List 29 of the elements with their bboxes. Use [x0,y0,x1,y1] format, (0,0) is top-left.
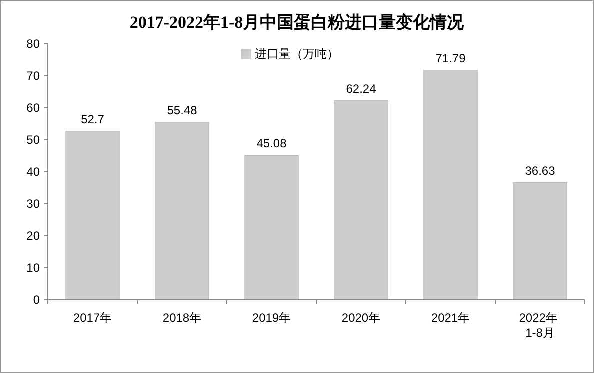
y-tick-label: 20 [26,229,40,243]
y-tick-label: 50 [26,133,40,147]
y-tick-label: 70 [26,69,40,83]
chart-title: 2017-2022年1-8月中国蛋白粉进口量变化情况 [130,13,466,32]
data-label: 62.24 [346,82,377,96]
y-tick-label: 30 [26,197,40,211]
x-tick-label: 2022年 1-8月 [519,311,562,340]
data-label: 45.08 [256,136,288,151]
data-label: 36.63 [525,164,556,178]
bar [244,155,299,300]
bar [424,70,478,300]
data-label: 55.48 [167,103,198,118]
bar [334,100,388,300]
y-tick-label: 0 [33,293,40,307]
x-tick-label: 2018年 [162,311,202,325]
legend: 进口量（万吨） [241,47,339,61]
bar [513,182,568,300]
bar [66,131,120,300]
x-tick-label: 2019年 [252,311,292,325]
x-tick-label: 2021年 [431,311,470,325]
bar [155,122,210,300]
y-tick-label: 60 [26,101,40,115]
x-tick-label: 2017年 [73,311,112,325]
y-tick-label: 80 [26,37,40,51]
data-label: 71.79 [436,51,466,66]
data-label: 52.7 [81,112,105,126]
y-tick-label: 10 [26,261,40,275]
x-tick-label: 2020年 [342,311,381,325]
y-tick-label: 40 [26,165,40,179]
